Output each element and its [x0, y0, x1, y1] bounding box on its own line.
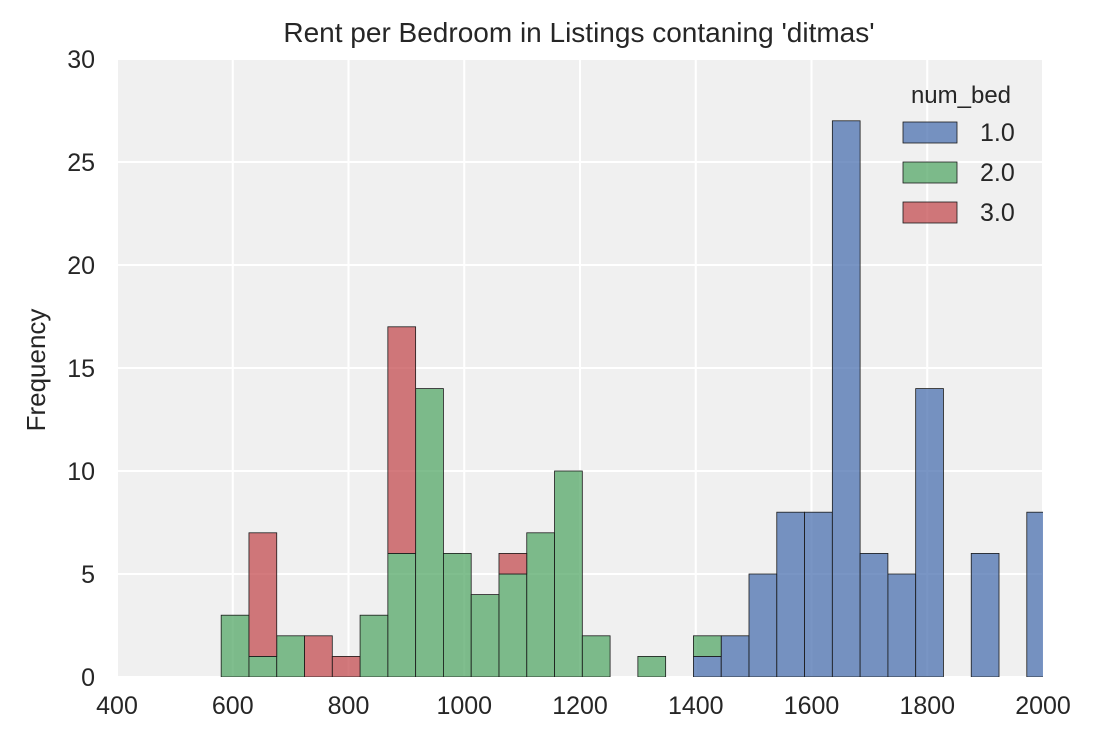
plot-area: 400 600 800 1000 1200 1400 1600 1800 2000 0 5 10 15 2…: [67, 46, 1071, 720]
legend-swatch: [902, 161, 958, 184]
bar: [526, 532, 555, 677]
legend-item: 1.0: [902, 119, 1015, 147]
bar: [220, 614, 250, 677]
bar: [387, 326, 417, 554]
legend-label: 2.0: [980, 159, 1015, 187]
bar: [831, 120, 861, 677]
legend-item: 2.0: [902, 159, 1015, 187]
bar: [554, 470, 583, 677]
bar: [304, 635, 333, 677]
legend-title: num_bed: [911, 82, 1011, 109]
bar: [970, 553, 1000, 677]
y-tick-label: 20: [67, 252, 95, 280]
x-tick-label: 600: [212, 692, 254, 720]
x-tick-label: 1000: [436, 692, 492, 720]
legend-item: 3.0: [902, 199, 1015, 227]
bar: [498, 573, 528, 677]
bar: [498, 553, 528, 575]
x-tick-label: 1800: [899, 692, 955, 720]
bar: [804, 511, 833, 677]
series-1-0: [693, 120, 1043, 677]
x-tick-label: 1400: [668, 692, 724, 720]
legend-swatch: [902, 121, 958, 144]
bar: [693, 635, 722, 657]
legend: num_bed 1.0 2.0 3.0: [902, 82, 1015, 227]
bar: [720, 635, 750, 677]
y-tick-label: 10: [67, 458, 95, 486]
bar: [387, 553, 417, 677]
x-tick-label: 2000: [1015, 692, 1071, 720]
legend-label: 1.0: [980, 119, 1015, 147]
bar: [331, 656, 361, 677]
bar: [887, 573, 917, 677]
chart-title: Rent per Bedroom in Listings contaning '…: [283, 17, 874, 48]
x-tick-label: 400: [96, 692, 138, 720]
y-tick-label: 15: [67, 355, 95, 383]
bar: [248, 656, 278, 677]
y-tick-label: 25: [67, 149, 95, 177]
bar: [276, 635, 305, 677]
bar: [693, 656, 722, 677]
bar: [581, 635, 611, 677]
bar: [637, 656, 667, 677]
bars: [220, 120, 1043, 677]
bar: [248, 532, 278, 657]
x-tick-label: 800: [328, 692, 370, 720]
bar: [915, 388, 944, 677]
tick-labels: 400 600 800 1000 1200 1400 1600 1800 2000 0 5 10 15 2…: [67, 46, 1071, 720]
y-axis-label: Frequency: [21, 309, 51, 432]
y-tick-label: 5: [81, 561, 95, 589]
bar: [859, 553, 889, 677]
series-2-0: [220, 388, 722, 677]
bar: [443, 553, 472, 677]
x-tick-label: 1600: [784, 692, 840, 720]
bar: [776, 511, 805, 677]
bar: [748, 573, 778, 677]
bar: [1026, 511, 1043, 677]
y-tick-label: 0: [81, 664, 95, 692]
bar: [415, 388, 444, 677]
legend-label: 3.0: [980, 199, 1015, 227]
x-tick-label: 1200: [552, 692, 608, 720]
bar: [470, 594, 500, 677]
legend-swatch: [902, 201, 958, 224]
series-3-0: [248, 326, 528, 677]
y-tick-label: 30: [67, 46, 95, 74]
bar: [359, 614, 389, 677]
